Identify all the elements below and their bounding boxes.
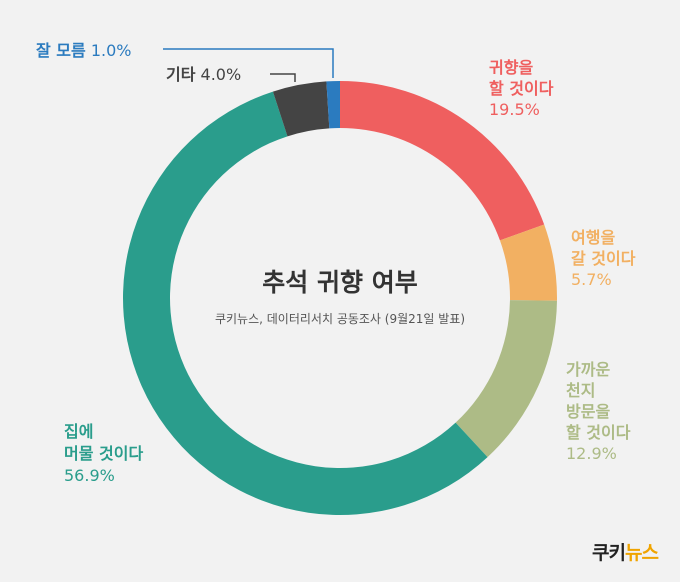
slice-value-0: 19.5% xyxy=(489,100,540,119)
brand-logo-part1: 쿠키 xyxy=(592,542,626,564)
slice-label-4: 기타 4.0% xyxy=(166,65,241,84)
slice-5 xyxy=(326,81,340,129)
brand-logo-part2: 뉴스 xyxy=(624,542,659,564)
slice-4 xyxy=(272,81,330,137)
labels-group: 귀향을 할 것이다 19.5%여행을 갈 것이다 5.7%가까운 천지 방문을 할 것이다 12… xyxy=(36,41,636,485)
slice-name-2-line-3: 할 것이다 xyxy=(566,423,631,442)
slice-value-2: 12.9% xyxy=(566,444,617,463)
slice-name-2-line-2: 방문을 xyxy=(566,402,610,421)
slice-name-3-line-0: 집에 xyxy=(64,422,93,441)
slice-name-2-line-1: 천지 xyxy=(566,381,595,400)
slice-0 xyxy=(340,81,545,241)
slice-value-1: 5.7% xyxy=(571,270,612,289)
slice-name-3-line-1: 머물 것이다 xyxy=(64,444,143,463)
slice-value-5: 1.0% xyxy=(86,41,132,60)
slice-name-4: 기타 xyxy=(166,65,196,84)
connector-4 xyxy=(270,73,296,82)
connector-5 xyxy=(163,48,334,78)
slice-2 xyxy=(455,300,557,458)
slice-name-5: 잘 모름 xyxy=(36,41,86,60)
brand-logo: 쿠키뉴스 xyxy=(592,538,659,565)
slice-1 xyxy=(499,224,557,301)
chart-title: 추석 귀향 여부 xyxy=(262,268,417,297)
slice-name-0-line-0: 귀향을 xyxy=(489,58,533,77)
chart-subtitle: 쿠키뉴스, 데이터리서치 공동조사 (9월21일 발표) xyxy=(215,312,465,326)
slices-group xyxy=(123,81,557,515)
slice-name-0-line-1: 할 것이다 xyxy=(489,79,554,98)
slice-name-1-line-0: 여행을 xyxy=(571,228,615,247)
slice-3 xyxy=(123,91,488,515)
slice-value-4: 4.0% xyxy=(195,65,241,84)
slice-label-5: 잘 모름 1.0% xyxy=(36,41,131,60)
connectors-group xyxy=(163,48,334,82)
slice-name-1-line-1: 갈 것이다 xyxy=(571,249,636,268)
slice-value-3: 56.9% xyxy=(64,466,115,485)
slice-name-2-line-0: 가까운 xyxy=(566,360,610,379)
